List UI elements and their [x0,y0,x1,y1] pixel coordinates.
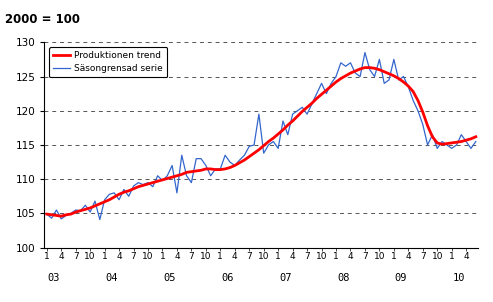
Säsongrensad serie [410,99,416,102]
Produktionen trend [44,212,50,216]
Text: 06: 06 [221,273,234,283]
Säsongrensad serie [106,192,112,196]
Produktionen trend [179,172,185,176]
Säsongrensad serie [44,212,50,216]
Text: 07: 07 [279,273,292,283]
Produktionen trend [58,214,64,218]
Text: 08: 08 [337,273,350,283]
Säsongrensad serie [348,61,353,65]
Text: 03: 03 [48,273,60,283]
Säsongrensad serie [97,218,103,221]
Text: 10: 10 [453,273,465,283]
Produktionen trend [410,90,416,93]
Produktionen trend [420,110,426,114]
Text: 2000 = 100: 2000 = 100 [5,13,80,26]
Säsongrensad serie [362,51,368,54]
Produktionen trend [106,198,112,201]
Text: 09: 09 [395,273,407,283]
Line: Säsongrensad serie: Säsongrensad serie [47,53,476,220]
Line: Produktionen trend: Produktionen trend [47,68,476,216]
Säsongrensad serie [473,140,479,143]
Säsongrensad serie [463,140,469,143]
Text: 04: 04 [106,273,118,283]
Produktionen trend [473,135,479,139]
Produktionen trend [362,66,368,69]
Produktionen trend [463,138,469,142]
Produktionen trend [348,71,353,75]
Säsongrensad serie [420,123,426,126]
Text: 05: 05 [164,273,176,283]
Legend: Produktionen trend, Säsongrensad serie: Produktionen trend, Säsongrensad serie [49,47,168,77]
Säsongrensad serie [179,153,185,157]
